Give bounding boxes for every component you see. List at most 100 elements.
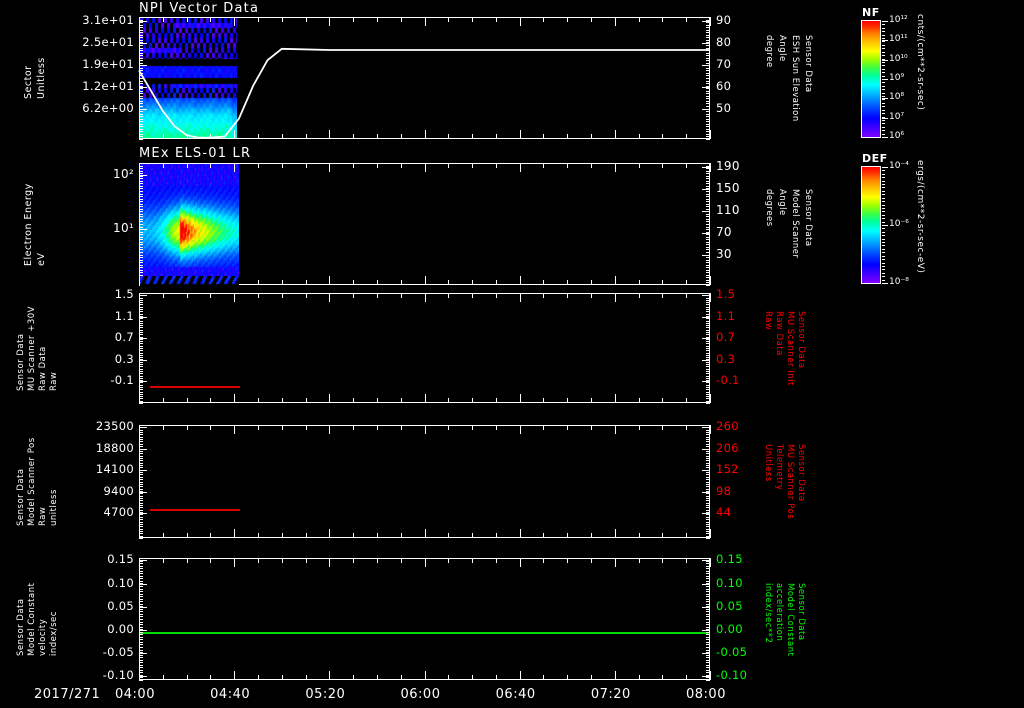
y-minor-tick-right xyxy=(706,369,710,370)
y-minor-tick-left xyxy=(139,680,143,681)
def-colorbar-scale-tick xyxy=(882,225,888,226)
y-minor-tick-right xyxy=(706,311,710,312)
nf-colorbar-scale-tick xyxy=(882,137,888,138)
y-minor-tick-right xyxy=(706,355,710,356)
y-minor-tick-left xyxy=(139,343,143,344)
y-minor-tick-left xyxy=(139,17,143,18)
x-tick-mark-bottom xyxy=(472,675,473,680)
y-minor-tick-left xyxy=(139,650,143,651)
y-minor-tick-right xyxy=(706,55,710,56)
x-tick-mark-top xyxy=(425,425,426,434)
y-tick-label-left: 0.10 xyxy=(107,575,134,590)
nf-colorbar-scale-tick xyxy=(882,60,888,61)
y-tick-label-left: 14100 xyxy=(95,462,134,477)
y-minor-tick-right xyxy=(706,624,710,625)
y-minor-tick-left xyxy=(139,332,143,333)
x-tick-mark-bottom xyxy=(401,533,402,538)
y-minor-tick-left xyxy=(139,327,143,328)
y-minor-tick-left xyxy=(139,474,143,475)
y-minor-tick-left xyxy=(139,86,143,87)
y-minor-tick-right xyxy=(706,614,710,615)
y-minor-tick-left xyxy=(139,73,143,74)
y-minor-tick-left xyxy=(139,470,143,471)
y-minor-tick-left xyxy=(139,576,143,577)
y-minor-tick-left xyxy=(139,272,143,273)
x-tick-mark-top xyxy=(306,558,307,563)
y-minor-tick-left xyxy=(139,632,143,633)
y-minor-tick-left xyxy=(139,321,143,322)
y-minor-tick-right xyxy=(706,27,710,28)
y-minor-tick-left xyxy=(139,83,143,84)
x-tick-mark-bottom xyxy=(401,398,402,403)
x-tick-mark-bottom xyxy=(520,529,521,538)
x-tick-mark-top xyxy=(472,17,473,22)
x-tick-mark-top xyxy=(520,293,521,302)
y-minor-tick-left xyxy=(139,216,143,217)
y-minor-tick-right xyxy=(706,522,710,523)
axis-label-line: Sensor Data xyxy=(796,444,806,502)
x-tick-mark-bottom xyxy=(591,134,592,139)
y-minor-tick-left xyxy=(139,311,143,312)
x-tick-mark-top xyxy=(520,17,521,26)
axis-label-line: degrees xyxy=(764,189,774,227)
y-minor-tick-right xyxy=(706,209,710,210)
y-tick-mark-left xyxy=(139,317,147,318)
y-minor-tick-left xyxy=(139,439,143,440)
y-tick-label-left: 2.5e+01 xyxy=(82,35,134,50)
x-tick-mark-bottom xyxy=(496,675,497,680)
y-minor-tick-left xyxy=(139,624,143,625)
x-tick-mark-bottom xyxy=(543,675,544,680)
x-tick-mark-top xyxy=(448,425,449,430)
axis-label-line: Raw xyxy=(38,506,48,526)
y-minor-tick-right xyxy=(706,86,710,87)
x-tick-mark-top xyxy=(377,293,378,298)
nf-colorbar-scale-label: 10¹⁰ xyxy=(889,53,908,64)
x-tick-mark-top xyxy=(639,163,640,168)
y-minor-tick-left xyxy=(139,589,143,590)
y-minor-tick-left xyxy=(139,596,143,597)
x-tick-mark-bottom xyxy=(210,675,211,680)
x-tick-mark-top xyxy=(258,425,259,430)
y-minor-tick-right xyxy=(706,318,710,319)
y-minor-tick-right xyxy=(706,465,710,466)
y-minor-tick-right xyxy=(706,389,710,390)
y-minor-tick-right xyxy=(706,387,710,388)
y-minor-tick-right xyxy=(706,591,710,592)
y-minor-tick-left xyxy=(139,139,143,140)
y-minor-tick-right xyxy=(706,93,710,94)
y-minor-tick-right xyxy=(706,60,710,61)
y-tick-label-left: 0.05 xyxy=(107,598,134,613)
x-tick-mark-bottom xyxy=(401,280,402,285)
y-minor-tick-left xyxy=(139,103,143,104)
axis-label-line: Sensor Data xyxy=(803,189,813,247)
def-colorbar-scale-label: 10⁻⁶ xyxy=(889,219,909,229)
y-minor-tick-right xyxy=(706,68,710,69)
y-minor-tick-right xyxy=(706,32,710,33)
y-minor-tick-right xyxy=(706,491,710,492)
y-minor-tick-right xyxy=(706,176,710,177)
def-colorbar-minor-tick xyxy=(882,228,885,229)
y-minor-tick-right xyxy=(706,265,710,266)
def-colorbar-minor-tick xyxy=(882,283,885,284)
x-tick-mark-top xyxy=(401,163,402,168)
y-minor-tick-right xyxy=(706,262,710,263)
y-minor-tick-right xyxy=(706,362,710,363)
axis-label-line: acceleration xyxy=(774,582,784,641)
y-minor-tick-right xyxy=(706,514,710,515)
x-tick-mark-bottom xyxy=(329,276,330,285)
y-minor-tick-left xyxy=(139,50,143,51)
x-tick-mark-top xyxy=(329,17,330,26)
y-minor-tick-left xyxy=(139,500,143,501)
x-tick-mark-bottom xyxy=(710,529,711,538)
panel2-right-axis-label: Sensor Data Model Scanner Angle degrees xyxy=(762,189,814,259)
y-minor-tick-right xyxy=(706,341,710,342)
def-colorbar-minor-tick xyxy=(882,259,885,260)
y-minor-tick-left xyxy=(139,163,143,164)
nf-colorbar-minor-tick xyxy=(882,72,885,73)
panel-frame-mu-scanner-30v xyxy=(139,293,710,403)
y-minor-tick-left xyxy=(139,348,143,349)
y-tick-label-right: 30 xyxy=(716,247,732,262)
def-colorbar-minor-tick xyxy=(882,181,885,182)
def-colorbar-units: ergs/(cm**2-sr-sec-eV) xyxy=(915,160,925,274)
y-minor-tick-right xyxy=(706,255,710,256)
